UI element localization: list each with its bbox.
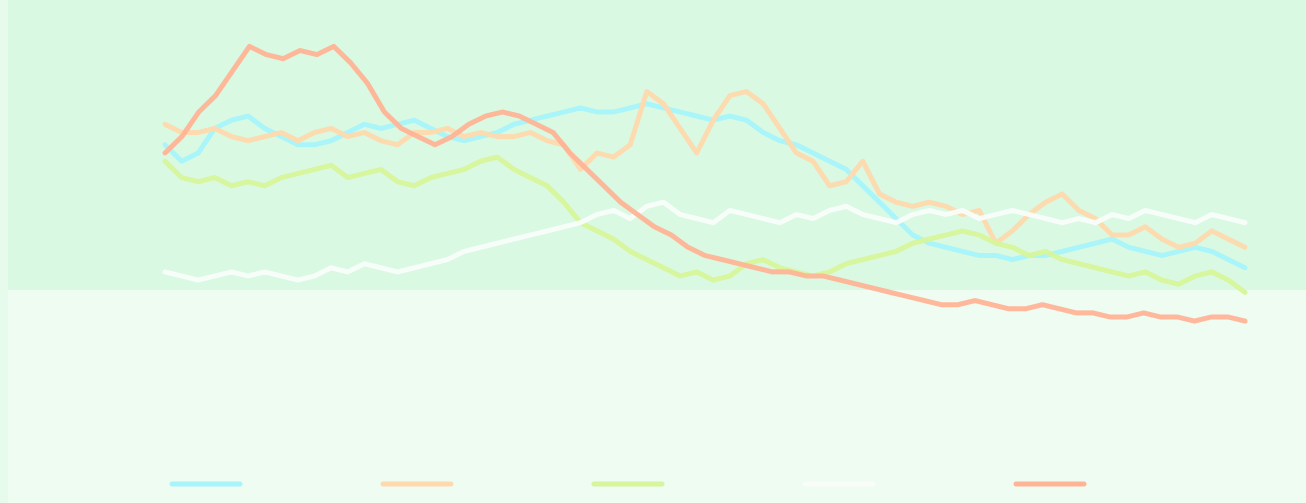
series-line-5 <box>162 43 1248 324</box>
plot-background-upper <box>8 0 1306 290</box>
series-lines <box>162 43 1248 324</box>
series-line-3 <box>162 154 1248 295</box>
series-line-2 <box>162 89 1248 250</box>
series-line-4 <box>162 199 1248 283</box>
plot-background-lower <box>8 290 1306 503</box>
